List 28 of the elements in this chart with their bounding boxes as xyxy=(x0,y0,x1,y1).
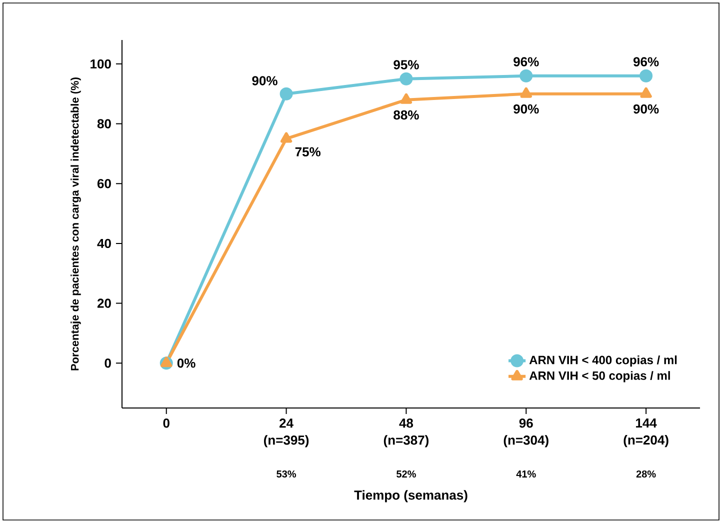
text: 53% xyxy=(276,470,296,478)
x-tick-label: 24 (n=395) xyxy=(264,418,309,448)
legend-label: ARN VIH < 50 copias / ml xyxy=(529,371,670,382)
x-axis-title: Tiempo (semanas) xyxy=(354,490,468,502)
x-tick-label: 144 (n=204) xyxy=(624,418,668,448)
data-label: 96% xyxy=(514,57,539,66)
data-label: 90% xyxy=(514,104,539,114)
data-label: 90% xyxy=(633,104,659,114)
x-tick-label: 0 xyxy=(163,418,170,428)
text: 41% xyxy=(516,470,536,478)
legend-label: ARN VIH < 400 copias / ml xyxy=(529,355,677,367)
data-label: 75% xyxy=(295,147,320,156)
text: 52% xyxy=(396,470,416,478)
data-label: 0% xyxy=(177,358,196,368)
data-label: 88% xyxy=(394,110,419,120)
y-tick-label: 20 xyxy=(97,298,111,308)
y-tick-label: 0 xyxy=(104,358,111,368)
y-tick-label: 60 xyxy=(97,179,111,188)
x-tick-label: 96 (n=304) xyxy=(504,418,548,448)
data-label: 90% xyxy=(252,76,278,86)
y-tick-label: 80 xyxy=(97,119,111,128)
x-tick-label: 48 (n=387) xyxy=(384,418,428,448)
y-axis-title: Porcentaje de pacientes con carga viral indetectable (%) xyxy=(70,78,81,370)
text: 28% xyxy=(636,470,656,478)
y-tick-label: 40 xyxy=(97,238,111,248)
y-tick-label: 100 xyxy=(90,59,111,69)
data-label: 96% xyxy=(633,57,659,66)
data-label: 95% xyxy=(394,60,419,70)
